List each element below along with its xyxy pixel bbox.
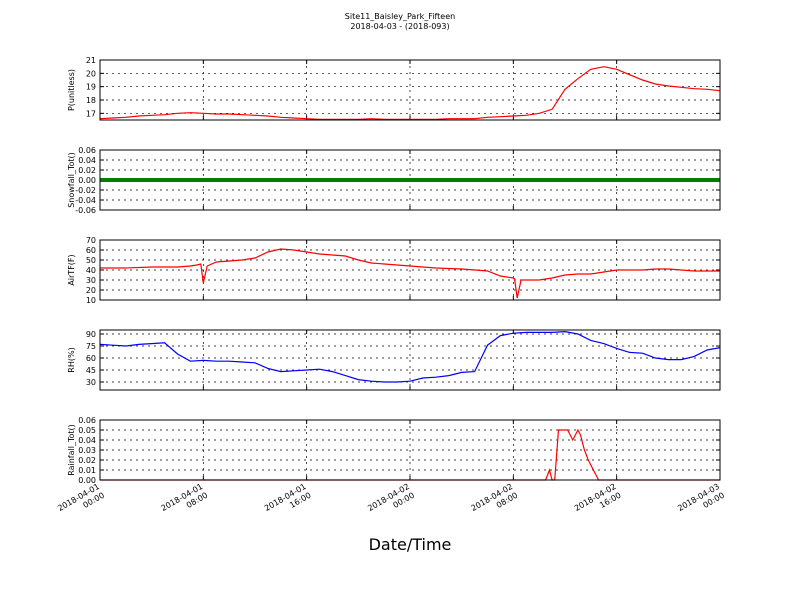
- x-tick-label: 2018-04-0208:00: [470, 482, 520, 522]
- series-line: [100, 428, 720, 481]
- chart-panels: 1718192021P(unitless)-0.06-0.04-0.020.00…: [67, 56, 721, 485]
- x-tick-label: 2018-04-0300:00: [676, 482, 726, 522]
- y-tick-label: -0.04: [75, 196, 96, 205]
- y-tick-label: 45: [86, 366, 96, 375]
- x-tick-label: 2018-04-0108:00: [160, 482, 210, 522]
- panel-frame: [99, 419, 721, 481]
- x-tick-label: 2018-04-0200:00: [366, 482, 416, 522]
- panel-frame: [99, 329, 721, 391]
- series-line: [100, 248, 720, 299]
- y-tick-label: 0.06: [78, 146, 96, 155]
- y-axis-label: P(unitless): [67, 69, 76, 111]
- x-tick-label: 2018-04-0116:00: [263, 482, 313, 522]
- panel-1: 17 18 19 20 21 P(unitless): [67, 56, 721, 121]
- y-tick-label: 19: [86, 83, 96, 92]
- y-tick-label: 30: [86, 378, 96, 387]
- y-tick-label: -0.06: [75, 206, 96, 215]
- y-axis-label: AirTF(F): [67, 254, 76, 285]
- y-tick-label: 0.02: [78, 456, 96, 465]
- y-tick-label: 0.01: [78, 466, 96, 475]
- y-tick-label: 0.02: [78, 166, 96, 175]
- y-tick-label: 0.03: [78, 446, 96, 455]
- chart-title-line1: Site11_Baisley_Park_Fifteen: [345, 12, 455, 21]
- y-tick-label: 50: [86, 256, 96, 265]
- y-tick-label: 70: [86, 236, 96, 245]
- y-tick-label: 0.05: [78, 426, 96, 435]
- y-tick-label: 0.00: [78, 176, 96, 185]
- chart-title-line2: 2018-04-03 - (2018-093): [350, 22, 449, 31]
- y-axis-label: RH(%): [67, 347, 76, 372]
- panel-5: 0.000.010.020.030.040.050.06Rainfall_Tot…: [67, 416, 721, 485]
- panel-frame: [99, 239, 721, 301]
- panel-frame: [99, 59, 721, 121]
- y-tick-label: 0.04: [78, 156, 96, 165]
- y-axis-label: Snowfall_Tot(): [67, 152, 76, 208]
- y-tick-label: -0.02: [75, 186, 96, 195]
- x-tick-label: 2018-04-0100:00: [56, 482, 106, 522]
- y-tick-label: 60: [86, 246, 96, 255]
- y-tick-label: 17: [86, 109, 96, 118]
- y-tick-label: 21: [86, 56, 96, 65]
- y-tick-label: 40: [86, 266, 96, 275]
- y-tick-label: 0.04: [78, 436, 96, 445]
- panel-4: 30 45 60 75 90 RH(%): [67, 329, 721, 391]
- y-tick-label: 90: [86, 330, 96, 339]
- x-tick-label: 2018-04-0216:00: [573, 482, 623, 522]
- y-tick-label: 20: [86, 286, 96, 295]
- x-tick-labels: 2018-04-0100:00 2018-04-0108:00 2018-04-01…: [56, 482, 726, 522]
- panel-2: -0.06-0.04-0.020.000.020.040.06Snowfall_…: [67, 146, 721, 215]
- y-tick-label: 0.06: [78, 416, 96, 425]
- y-axis-label: Rainfall_Tot(): [67, 424, 76, 476]
- panel-frame: [99, 149, 721, 211]
- y-tick-label: 30: [86, 276, 96, 285]
- y-tick-label: 20: [86, 69, 96, 78]
- series-line: [99, 66, 721, 120]
- y-tick-label: 0.00: [78, 476, 96, 485]
- x-axis-label: Date/Time: [369, 535, 452, 554]
- y-tick-label: 60: [86, 354, 96, 363]
- y-tick-label: 75: [86, 342, 96, 351]
- y-tick-label: 18: [86, 96, 96, 105]
- series-line: [99, 330, 721, 383]
- y-tick-label: 10: [86, 296, 96, 305]
